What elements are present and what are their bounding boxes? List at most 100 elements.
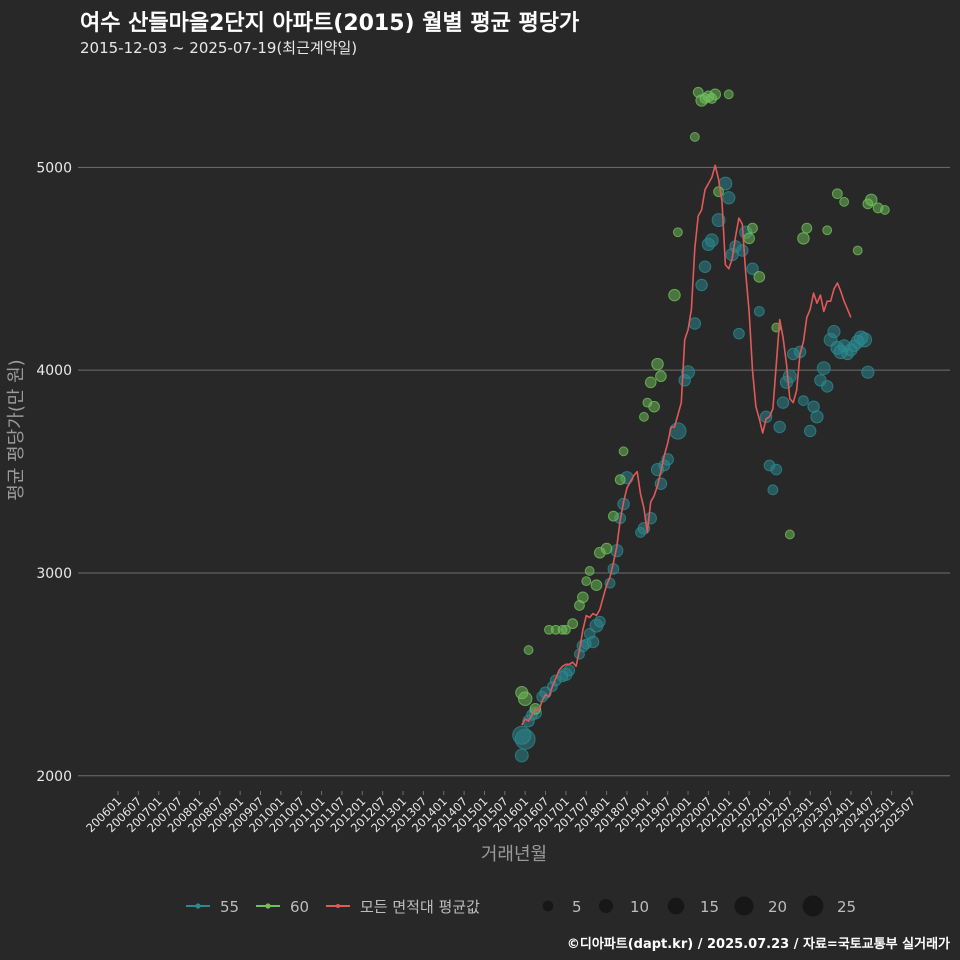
series-55-point-62	[803, 424, 817, 438]
series-55-point-61	[798, 395, 809, 406]
series-55-point-37	[695, 278, 708, 292]
series-55-point-2	[514, 728, 536, 750]
legend-size-label-5: 5	[572, 898, 582, 916]
y-axis-ticks: 2000 3000 4000 5000	[36, 160, 72, 784]
chart-subtitle: 2015-12-03 ~ 2025-07-19(최근계약일)	[80, 39, 357, 57]
series-60-point-12	[584, 566, 595, 576]
series-60-point-7	[560, 624, 571, 635]
legend-dot-s55	[195, 903, 201, 909]
legend-label-s55: 55	[220, 898, 239, 916]
series-55-point-79	[861, 365, 875, 379]
series-60-point-37	[747, 222, 758, 234]
series-60-point-43	[822, 225, 833, 236]
legend-size-label-10: 10	[630, 898, 649, 916]
series-60-point-48	[865, 193, 878, 207]
legend-size-circle-15	[667, 897, 685, 915]
series-55-point-64	[810, 410, 824, 424]
series-55-point-49	[746, 262, 759, 275]
series-55-point-38	[698, 260, 712, 273]
y-tick-label-4000: 4000	[36, 363, 72, 379]
series-55-point-56	[776, 396, 790, 409]
series-60-point-10	[577, 591, 589, 604]
series-55-point-33	[669, 422, 687, 440]
series-55-point-47	[736, 244, 749, 257]
series-60-point-40	[784, 529, 795, 540]
series-55-point-43	[722, 191, 736, 205]
series-60-point-34	[713, 186, 724, 198]
series-55-point-36	[688, 317, 702, 330]
legend-size-circle-5	[542, 900, 554, 912]
legend: 55 60 모든 면적대 평균값 5 10 15 20 25	[186, 895, 856, 917]
series-60-points	[515, 86, 890, 715]
series-55-point-67	[820, 380, 834, 393]
series-60-point-11	[581, 576, 592, 587]
series-55-point-54	[770, 463, 783, 476]
legend-size-label-20: 20	[768, 898, 787, 916]
series-60-point-33	[709, 88, 722, 101]
legend-size-label-15: 15	[700, 898, 719, 916]
series-55-point-17	[586, 635, 600, 649]
y-tick-label-2000: 2000	[36, 769, 72, 785]
series-55-point-69	[827, 325, 841, 339]
series-60-point-2	[523, 645, 534, 655]
series-60-point-50	[879, 205, 890, 215]
series-60-point-1	[517, 691, 533, 706]
series-55-point-28	[644, 511, 657, 525]
series-60-point-22	[648, 400, 660, 413]
average-line	[521, 164, 852, 726]
legend-dot-avg	[336, 904, 340, 908]
y-axis-title: 평균 평당가(만 원)	[6, 359, 27, 500]
series-55-point-12	[563, 664, 576, 677]
series-55-point-19	[593, 615, 606, 628]
legend-size-circle-10	[598, 898, 614, 914]
series-55-point-51	[759, 410, 773, 424]
series-60-point-38	[753, 271, 766, 283]
series-60-point-13	[590, 579, 603, 591]
series-55-point-35	[681, 365, 695, 380]
footer-credit: ©디아파트(dapt.kr) / 2025.07.23 / 자료=국토교통부 실…	[567, 936, 950, 952]
series-60-point-35	[723, 89, 734, 100]
series-60-point-8	[567, 618, 579, 630]
series-55-point-58	[782, 369, 797, 384]
legend-dot-s60	[265, 903, 271, 909]
legend-size-circle-25	[802, 895, 824, 917]
series-55-point-66	[816, 361, 831, 376]
series-60-point-46	[852, 245, 863, 256]
series-60-point-21	[644, 376, 657, 389]
x-axis-title: 거래년월	[481, 844, 547, 865]
series-60-point-24	[655, 370, 667, 383]
y-tick-label-5000: 5000	[36, 160, 72, 176]
series-55-point-0	[514, 748, 529, 763]
series-55-point-53	[767, 484, 779, 496]
gridlines	[78, 166, 950, 777]
series-60-point-27	[689, 132, 700, 142]
series-60-point-15	[600, 542, 613, 555]
y-tick-label-3000: 3000	[36, 566, 72, 582]
series-55-point-46	[733, 327, 745, 340]
series-55-point-50	[753, 305, 765, 317]
series-55-point-41	[711, 213, 726, 228]
series-60-point-19	[639, 411, 649, 422]
chart-title: 여수 산들마을2단지 아파트(2015) 월별 평균 평당가	[80, 11, 579, 36]
series-average-line	[521, 164, 852, 726]
legend-size-circle-20	[734, 896, 754, 916]
series-60-point-17	[614, 474, 626, 486]
legend-label-s60: 60	[290, 898, 309, 916]
series-55-point-78	[856, 332, 873, 348]
legend-label-avg: 모든 면적대 평균값	[360, 898, 480, 916]
series-60-point-41	[797, 232, 810, 245]
series-55-point-55	[773, 420, 786, 434]
series-60-point-25	[668, 288, 681, 302]
series-60-point-16	[608, 510, 619, 522]
series-60-point-45	[839, 196, 850, 207]
series-55-point-40	[704, 233, 719, 248]
series-60-point-26	[672, 227, 683, 238]
series-60-point-36	[743, 232, 755, 245]
legend-size-label-25: 25	[837, 898, 856, 916]
series-60-point-18	[618, 446, 629, 457]
series-60-point-44	[831, 188, 843, 200]
series-60-point-23	[651, 357, 664, 371]
series-60-point-42	[801, 222, 813, 234]
